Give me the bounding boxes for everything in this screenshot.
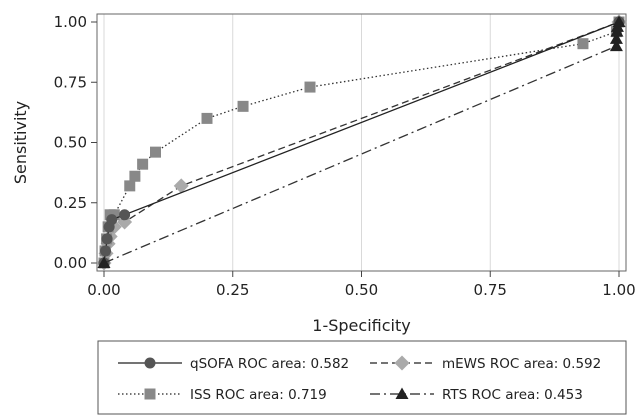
y-tick-label: 0.25: [54, 194, 87, 212]
legend-label: mEWS ROC area: 0.592: [442, 356, 601, 372]
legend-label: ISS ROC area: 0.719: [190, 387, 327, 403]
data-point: [137, 158, 149, 170]
data-point: [100, 245, 112, 257]
legend-item: qSOFA ROC area: 0.582: [118, 356, 349, 372]
data-point: [101, 233, 113, 245]
data-point: [609, 32, 623, 44]
legend-marker: [144, 357, 156, 369]
legend-label: RTS ROC area: 0.453: [442, 387, 583, 403]
y-tick-label: 0.00: [54, 254, 87, 272]
data-point: [201, 112, 213, 124]
legend-item: RTS ROC area: 0.453: [370, 387, 583, 403]
x-tick-label: 1.00: [602, 281, 635, 299]
y-tick-label: 0.75: [54, 73, 87, 91]
data-point: [124, 180, 136, 192]
legend-marker: [395, 387, 409, 399]
y-tick-label: 1.00: [54, 13, 87, 31]
data-point: [237, 100, 249, 112]
x-tick-label: 0.00: [87, 281, 120, 299]
data-point: [609, 39, 623, 52]
series-circle: [98, 16, 625, 269]
legend-item: mEWS ROC area: 0.592: [370, 355, 601, 372]
series-layer: [96, 14, 627, 271]
data-point: [612, 15, 626, 27]
legend-marker: [144, 388, 156, 400]
legend-box: [97, 340, 627, 415]
data-point: [304, 81, 316, 93]
data-point: [150, 146, 161, 158]
x-tick-label: 0.50: [345, 281, 378, 299]
legend-marker: [394, 355, 410, 371]
data-point: [97, 256, 111, 268]
y-axis-title: Sensitivity: [11, 101, 30, 184]
data-point: [173, 178, 189, 194]
series-triangle: [97, 15, 626, 268]
x-tick-label: 0.75: [474, 281, 507, 299]
data-point: [577, 38, 589, 50]
data-point: [119, 209, 131, 221]
x-tick-label: 0.25: [216, 281, 249, 299]
y-tick-label: 0.50: [54, 134, 87, 152]
legend: qSOFA ROC area: 0.582 mEWS ROC area: 0.59…: [97, 340, 627, 415]
legend-label: qSOFA ROC area: 0.582: [190, 356, 349, 372]
x-axis-title: 1-Specificity: [312, 316, 410, 335]
data-point: [129, 170, 141, 182]
data-point: [106, 214, 118, 226]
axes: 0.00 0.25 0.50 0.75 1.00 0.00 0.25 0.50 0.75 1.00: [54, 13, 635, 299]
legend-item: ISS ROC area: 0.719: [118, 387, 327, 403]
